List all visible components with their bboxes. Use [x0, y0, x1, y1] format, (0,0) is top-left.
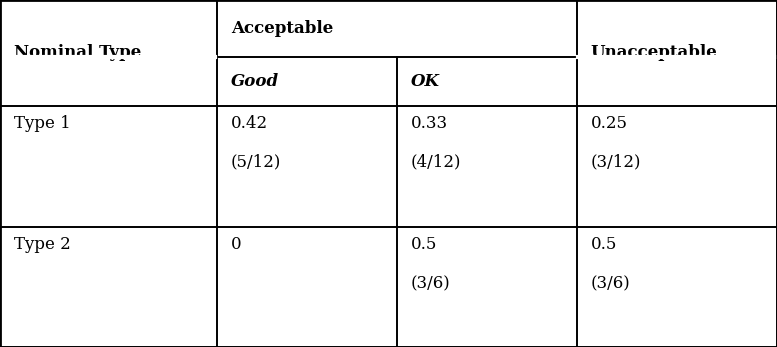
Text: Nominal Type: Nominal Type: [14, 44, 141, 61]
Bar: [577, 227, 777, 347]
Text: OK: OK: [411, 73, 440, 90]
Text: 0.5

(3/6): 0.5 (3/6): [591, 236, 630, 292]
Text: 0.25

(3/12): 0.25 (3/12): [591, 115, 641, 171]
Bar: [397, 227, 577, 347]
Bar: [397, 57, 577, 106]
Text: Type 2: Type 2: [14, 236, 71, 253]
Bar: [577, 0, 777, 57]
Text: 0.42

(5/12): 0.42 (5/12): [231, 115, 281, 171]
Bar: [217, 106, 397, 227]
Text: Good: Good: [231, 73, 279, 90]
Bar: [217, 0, 577, 57]
Text: Type 1: Type 1: [14, 115, 71, 132]
Bar: [217, 57, 397, 106]
Bar: [0, 57, 217, 106]
Text: 0: 0: [231, 236, 242, 253]
Text: 0.5

(3/6): 0.5 (3/6): [411, 236, 451, 292]
Bar: [217, 227, 397, 347]
Bar: [0, 106, 217, 227]
Bar: [577, 57, 777, 106]
Text: Unacceptable: Unacceptable: [591, 44, 717, 61]
Bar: [0, 227, 217, 347]
Text: Acceptable: Acceptable: [231, 20, 333, 37]
Text: 0.33

(4/12): 0.33 (4/12): [411, 115, 462, 171]
Bar: [577, 106, 777, 227]
Bar: [0, 0, 217, 57]
Bar: [397, 106, 577, 227]
